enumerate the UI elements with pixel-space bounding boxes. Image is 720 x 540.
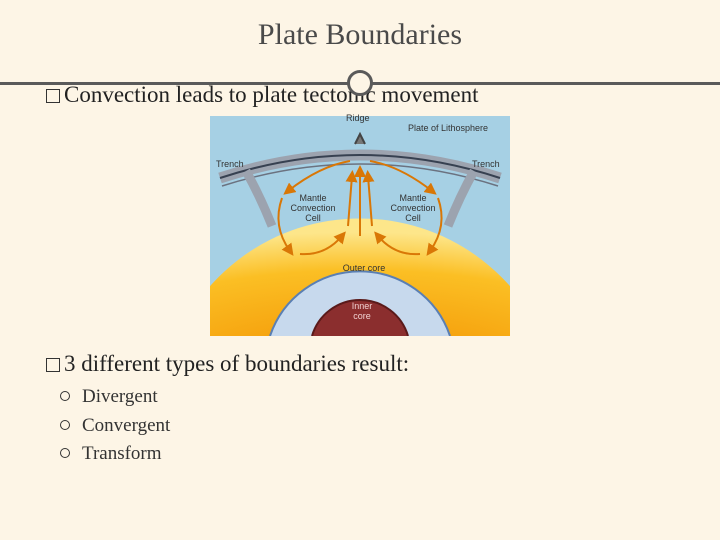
boundary-types-list: Divergent Convergent Transform [46, 383, 674, 469]
label-inner-core: Inner core [344, 302, 380, 322]
label-trench-right: Trench [472, 160, 500, 170]
page-title: Plate Boundaries [0, 18, 720, 52]
label-trench-left: Trench [216, 160, 244, 170]
label-outer-core: Outer core [334, 264, 394, 274]
list-item: Convergent [82, 412, 674, 441]
list-item: Divergent [82, 383, 674, 412]
square-bullet-icon [46, 89, 60, 103]
bullet-line-1-text: Convection leads to plate tectonic movem… [64, 82, 479, 107]
divider-circle [347, 70, 373, 96]
bullet-line-2: 3 different types of boundaries result: [46, 351, 674, 377]
square-bullet-icon [46, 358, 60, 372]
content-area: Convection leads to plate tectonic movem… [0, 52, 720, 469]
label-mcc-right: Mantle Convection Cell [386, 194, 440, 224]
list-item: Transform [82, 440, 674, 469]
label-ridge: Ridge [346, 114, 370, 124]
label-mcc-left: Mantle Convection Cell [286, 194, 340, 224]
bullet-line-2-text: 3 different types of boundaries result: [64, 351, 409, 376]
convection-diagram: Ridge Plate of Lithosphere Trench Trench… [210, 116, 510, 336]
diagram-container: Ridge Plate of Lithosphere Trench Trench… [46, 116, 674, 341]
label-plate: Plate of Lithosphere [408, 124, 498, 134]
